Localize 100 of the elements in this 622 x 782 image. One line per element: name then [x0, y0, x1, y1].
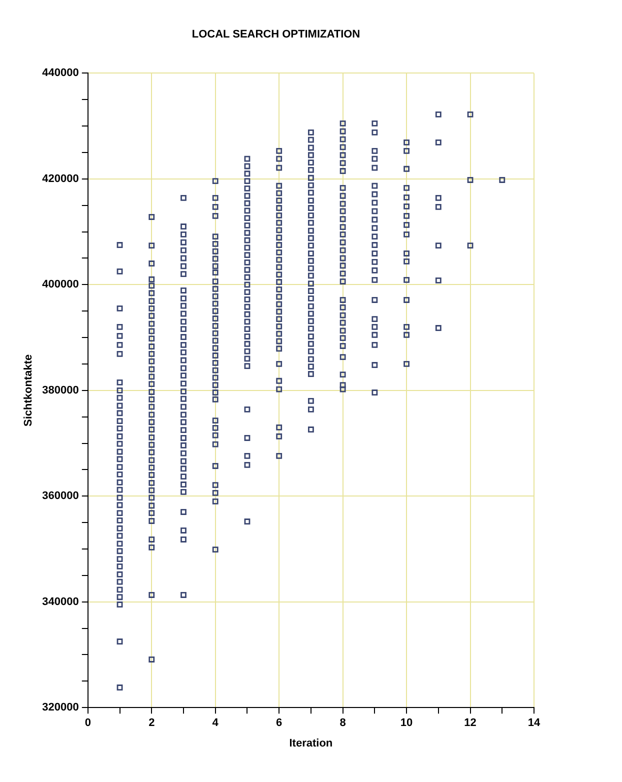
point — [372, 148, 378, 154]
point — [116, 548, 123, 554]
point — [212, 178, 218, 184]
point — [404, 184, 410, 191]
point — [212, 482, 218, 488]
point — [148, 242, 155, 249]
point — [212, 338, 218, 344]
point — [148, 419, 155, 426]
point — [212, 374, 218, 381]
point — [116, 433, 123, 440]
point — [180, 349, 186, 356]
point — [116, 440, 123, 447]
point — [244, 334, 250, 340]
point — [116, 418, 123, 424]
point — [404, 222, 410, 228]
point — [340, 184, 346, 191]
point — [148, 214, 155, 220]
point — [308, 272, 314, 279]
point — [244, 200, 250, 206]
point — [276, 256, 282, 263]
point — [372, 242, 378, 248]
point — [116, 532, 123, 539]
point — [212, 345, 218, 352]
point — [244, 192, 250, 199]
point — [308, 295, 314, 302]
point — [148, 276, 155, 282]
point — [372, 342, 378, 348]
point — [148, 480, 155, 486]
y-tick-label: 380000 — [42, 384, 79, 396]
point — [340, 312, 346, 318]
point — [340, 231, 346, 238]
point — [116, 479, 123, 486]
point — [372, 191, 378, 198]
point — [276, 323, 282, 330]
point — [435, 242, 442, 249]
point — [116, 517, 123, 524]
x-tick-label: 0 — [84, 717, 91, 730]
point — [308, 398, 314, 404]
point — [180, 388, 186, 394]
point — [212, 286, 218, 292]
point — [212, 330, 218, 336]
point — [340, 278, 346, 284]
point — [276, 205, 282, 211]
point — [148, 592, 155, 598]
point — [116, 342, 123, 348]
point — [244, 185, 250, 192]
point — [148, 282, 155, 289]
point — [116, 394, 123, 401]
point — [148, 502, 155, 509]
point — [180, 528, 186, 534]
point — [404, 250, 410, 256]
point — [116, 594, 123, 600]
point — [116, 305, 123, 312]
point — [340, 168, 346, 174]
point — [180, 310, 186, 317]
point — [244, 260, 250, 266]
point — [116, 387, 123, 394]
point — [276, 234, 282, 241]
point — [308, 129, 314, 136]
point — [116, 486, 123, 493]
point — [308, 198, 314, 204]
point — [372, 216, 378, 223]
point — [276, 272, 282, 278]
point — [340, 270, 346, 277]
point — [148, 344, 155, 350]
point — [244, 244, 250, 251]
point — [244, 163, 250, 170]
point — [276, 190, 282, 196]
point — [244, 222, 250, 228]
point — [212, 270, 218, 276]
point — [244, 311, 250, 318]
point — [244, 274, 250, 280]
point — [308, 258, 314, 264]
point — [308, 356, 314, 362]
point — [372, 234, 378, 240]
point — [372, 267, 378, 274]
point — [372, 225, 378, 232]
point — [212, 441, 218, 448]
point — [308, 406, 314, 412]
point — [116, 242, 123, 248]
point — [435, 277, 442, 284]
point — [212, 432, 218, 438]
point — [308, 235, 314, 242]
point — [116, 426, 123, 432]
point — [276, 452, 282, 459]
point — [180, 334, 186, 340]
point — [212, 490, 218, 496]
x-tick-label: 12 — [464, 717, 476, 730]
point — [180, 592, 186, 598]
point — [116, 571, 123, 578]
point — [340, 382, 346, 388]
y-tick-label: 340000 — [42, 596, 79, 608]
point — [116, 494, 123, 501]
point — [308, 152, 314, 158]
point — [148, 656, 155, 662]
point — [148, 389, 155, 395]
point — [340, 144, 346, 150]
point — [404, 139, 410, 146]
point — [308, 190, 314, 196]
x-tick-label: 2 — [148, 717, 155, 730]
